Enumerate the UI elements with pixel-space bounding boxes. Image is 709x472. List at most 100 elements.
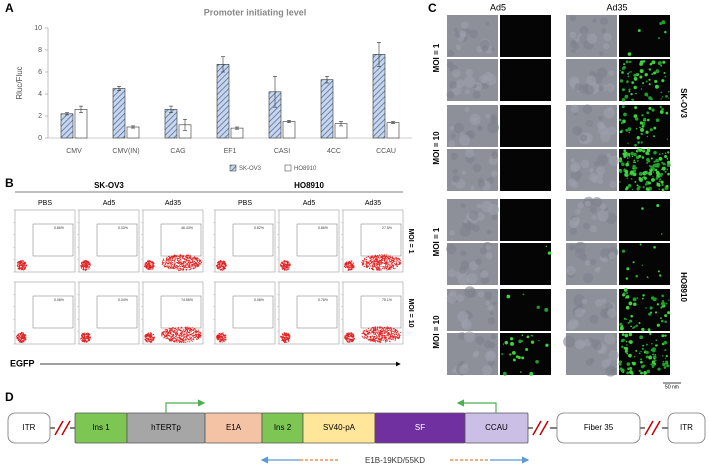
texture	[577, 127, 582, 133]
dot	[371, 262, 373, 264]
dot	[394, 258, 396, 260]
dot	[346, 336, 348, 338]
cell	[628, 131, 630, 134]
dot	[194, 331, 196, 333]
dot	[86, 260, 88, 262]
dot	[367, 333, 369, 335]
cell	[634, 143, 637, 147]
dot	[388, 329, 390, 331]
dot	[286, 264, 288, 266]
dot	[224, 263, 226, 265]
dot	[379, 339, 381, 341]
dot	[368, 262, 370, 264]
dot	[189, 331, 191, 333]
dot	[150, 332, 152, 334]
dot	[378, 269, 380, 271]
texture	[588, 168, 594, 173]
dot	[367, 262, 369, 264]
dot	[196, 260, 198, 262]
dot	[385, 264, 387, 266]
dot	[151, 261, 153, 263]
dot	[376, 258, 378, 260]
dot	[19, 268, 21, 270]
dot	[187, 335, 189, 337]
dot	[174, 265, 176, 267]
texture	[568, 178, 577, 187]
dot	[219, 333, 221, 335]
dot	[190, 327, 192, 329]
dot	[180, 254, 182, 256]
dot	[351, 268, 353, 270]
dot	[167, 335, 169, 337]
dot	[288, 263, 290, 265]
texture	[460, 250, 467, 257]
dot	[377, 256, 379, 258]
cell	[626, 177, 629, 180]
dot	[373, 255, 375, 257]
dot	[378, 263, 380, 265]
dot	[182, 265, 184, 267]
dot	[189, 259, 191, 261]
dot	[148, 263, 150, 265]
dot	[363, 263, 365, 265]
dot	[144, 263, 146, 265]
dot	[17, 333, 19, 335]
texture	[594, 298, 603, 307]
dot	[347, 269, 349, 271]
dot	[377, 262, 379, 264]
dot	[216, 336, 218, 338]
dot	[86, 340, 88, 342]
dot	[192, 260, 194, 262]
dot	[149, 267, 151, 269]
dot	[166, 335, 168, 337]
dot	[375, 326, 377, 328]
dot	[388, 327, 390, 329]
dot	[381, 261, 383, 263]
break-mark	[539, 420, 549, 436]
dot	[171, 258, 173, 260]
dot	[175, 257, 177, 259]
dot	[173, 331, 175, 333]
dot	[195, 262, 197, 264]
dot	[177, 266, 179, 268]
dot	[223, 268, 225, 270]
dot	[20, 338, 22, 340]
dot	[147, 265, 149, 267]
dot	[84, 269, 86, 271]
dot	[188, 266, 190, 268]
dot	[222, 339, 224, 341]
dot	[24, 264, 26, 266]
dot	[370, 340, 372, 342]
dot	[185, 339, 187, 341]
cell	[648, 96, 652, 100]
dot	[284, 338, 286, 340]
dot	[19, 263, 21, 265]
dot	[389, 255, 391, 257]
dot	[82, 262, 84, 264]
dot	[181, 262, 183, 264]
dot	[183, 261, 185, 263]
cell	[641, 327, 645, 332]
dot	[289, 264, 291, 266]
cell	[639, 60, 644, 65]
cell	[633, 169, 637, 173]
dot	[224, 264, 226, 266]
dot	[23, 336, 25, 338]
dot	[385, 341, 387, 343]
dot	[387, 267, 389, 269]
texture	[486, 229, 492, 235]
dot	[18, 268, 20, 270]
dot	[195, 257, 197, 259]
dot	[170, 256, 172, 258]
dot	[391, 333, 393, 335]
dot	[181, 256, 183, 258]
dot	[21, 336, 23, 338]
dot	[85, 264, 87, 266]
dot	[285, 266, 287, 268]
break-mark	[54, 420, 64, 436]
dot	[372, 327, 374, 329]
cell	[639, 69, 644, 73]
dot	[184, 341, 186, 343]
dot	[191, 261, 193, 263]
